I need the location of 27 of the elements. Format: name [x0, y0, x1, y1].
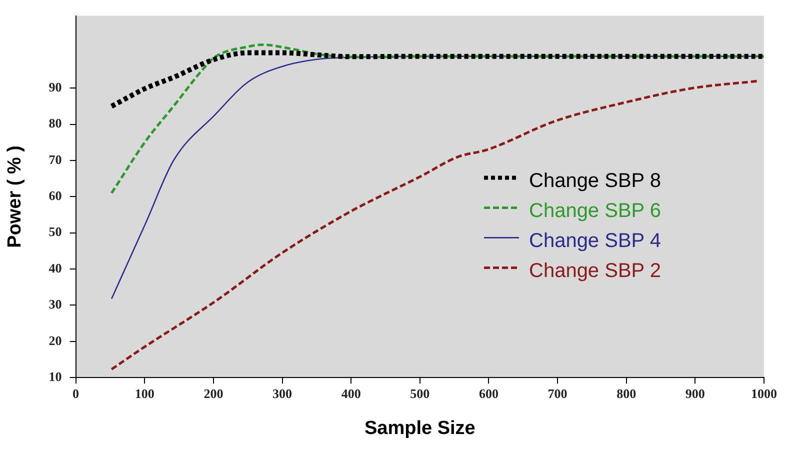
- legend-label: Change SBP 6: [529, 200, 661, 222]
- x-tick-label: 700: [548, 386, 568, 401]
- y-tick-label: 70: [48, 152, 62, 167]
- y-tick-label: 90: [48, 80, 62, 95]
- y-tick-label: 60: [48, 188, 62, 204]
- x-tick-label: 500: [410, 386, 430, 401]
- x-tick-label: 600: [478, 386, 498, 401]
- y-tick-label: 30: [48, 296, 62, 312]
- line-series: [110, 43, 764, 194]
- x-tick-label: 200: [204, 386, 224, 401]
- y-tick-label: 40: [48, 260, 62, 276]
- y-tick-label: 20: [48, 332, 62, 348]
- y-tick-label: 10: [48, 368, 62, 384]
- y-tick-label: 50: [48, 224, 62, 240]
- x-tick-label: 800: [616, 386, 636, 401]
- x-tick-label: 900: [685, 386, 705, 401]
- legend-label: Change SBP 4: [529, 230, 661, 252]
- x-tick-label: 100: [134, 386, 154, 401]
- x-tick-label: 0: [72, 386, 80, 401]
- x-tick-label: 1000: [751, 386, 777, 401]
- x-tick-label: 400: [341, 386, 361, 401]
- x-axis-title: Sample Size: [364, 418, 476, 439]
- y-axis-title: Power ( % ): [4, 145, 26, 248]
- x-tick-label: 300: [272, 386, 292, 401]
- legend-label: Change SBP 2: [529, 260, 661, 282]
- legend-label: Change SBP 8: [529, 170, 661, 192]
- y-tick-label: 80: [48, 116, 62, 131]
